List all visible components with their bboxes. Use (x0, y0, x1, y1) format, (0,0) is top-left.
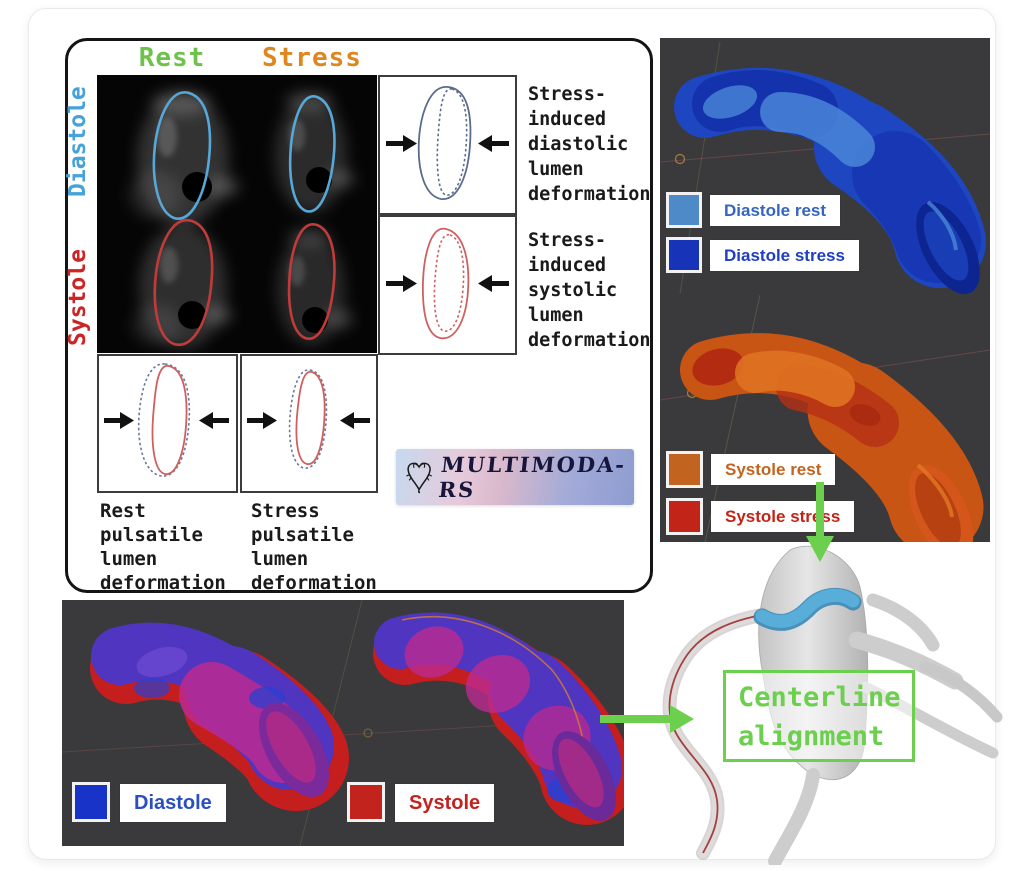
diastole-vessel-render (660, 42, 990, 294)
deformation-box-systolic (378, 215, 517, 355)
centerline-alignment-callout: Centerline alignment (723, 670, 915, 762)
legend-label-diastole-stress: Diastole stress (710, 240, 859, 271)
diastolic-deformation-sketch (386, 86, 509, 200)
caption-stress-pulsatile: Stress pulsatile lumen deformation (251, 500, 377, 594)
legend-label-systole-stress: Systole stress (711, 501, 855, 532)
compression-arrows-icon (104, 412, 229, 429)
compression-arrows-icon (386, 135, 509, 152)
arrow-right-icon (600, 705, 694, 733)
arrow-down-icon (806, 482, 834, 562)
deformation-box-diastolic (378, 75, 517, 215)
multimoda-logo: MULTIMODA-RS (396, 449, 634, 505)
aligned-segment (755, 588, 860, 628)
stress-pulsatile-sketch (247, 369, 370, 469)
contour-diastole-stress (288, 95, 336, 213)
legend-swatch-diastole (72, 782, 110, 822)
annotation-stress-diastolic: Stress- induced diastolic lumen deformat… (528, 84, 651, 205)
systolic-deformation-sketch (386, 227, 509, 339)
annotation-stress-systolic: Stress- induced systolic lumen deformati… (528, 230, 651, 351)
coronary-centerline-tube (662, 608, 769, 860)
deformation-box-rest-pulsatile (97, 354, 238, 493)
contour-systole-rest (153, 218, 214, 346)
ultrasound-grid (97, 75, 377, 353)
compression-arrows-icon (247, 412, 370, 429)
row-header-diastole: Diastole (65, 86, 91, 197)
phase-overlay-render (62, 600, 624, 846)
row-header-systole: Systole (65, 249, 91, 346)
legend-label-systole: Systole (395, 784, 495, 822)
contour-diastole-rest (152, 91, 212, 220)
rest-pulsatile-sketch (104, 363, 229, 477)
legend-label-diastole-rest: Diastole rest (710, 195, 841, 226)
legend-swatch-diastole-stress (666, 237, 702, 273)
contour-systole-stress (287, 223, 336, 340)
caption-rest-pulsatile: Rest pulsatile lumen deformation (100, 500, 226, 594)
systole-vessel-render (660, 295, 990, 542)
legend-swatch-systole-stress (666, 498, 703, 535)
column-header-stress: Stress (262, 43, 362, 73)
legend-swatch-systole-rest (666, 451, 703, 488)
compression-arrows-icon (386, 275, 509, 292)
logo-text: MULTIMODA-RS (437, 452, 628, 502)
legend-label-diastole: Diastole (120, 784, 226, 822)
legend-swatch-systole (347, 782, 385, 822)
legend-label-systole-rest: Systole rest (711, 454, 836, 485)
deformation-box-stress-pulsatile (240, 354, 378, 493)
logo-emblem-icon (406, 462, 433, 494)
legend-swatch-diastole-rest (666, 192, 702, 228)
column-header-rest: Rest (138, 43, 206, 73)
